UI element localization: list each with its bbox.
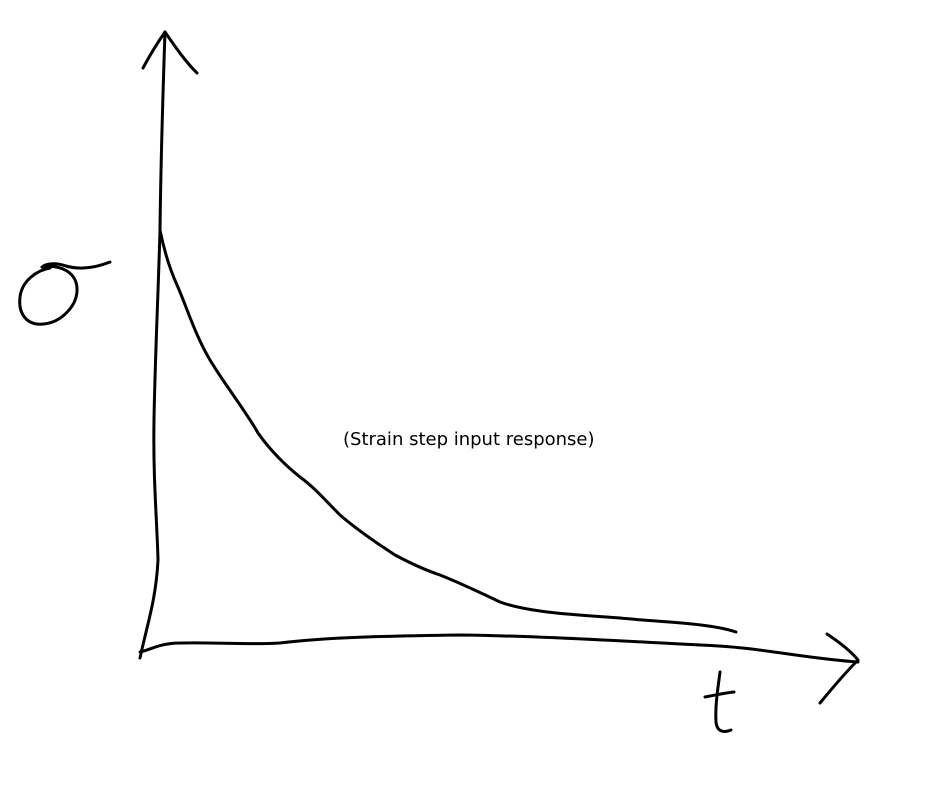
sigma-symbol [18,260,112,326]
x-axis-arrowhead [818,632,860,705]
y-axis-line [138,30,167,660]
t-symbol [703,670,736,733]
diagram-annotation: (Strain step input response) [343,429,595,450]
response-curve [158,228,738,634]
y-axis-arrowhead [141,30,199,75]
x-axis-line [138,633,860,664]
